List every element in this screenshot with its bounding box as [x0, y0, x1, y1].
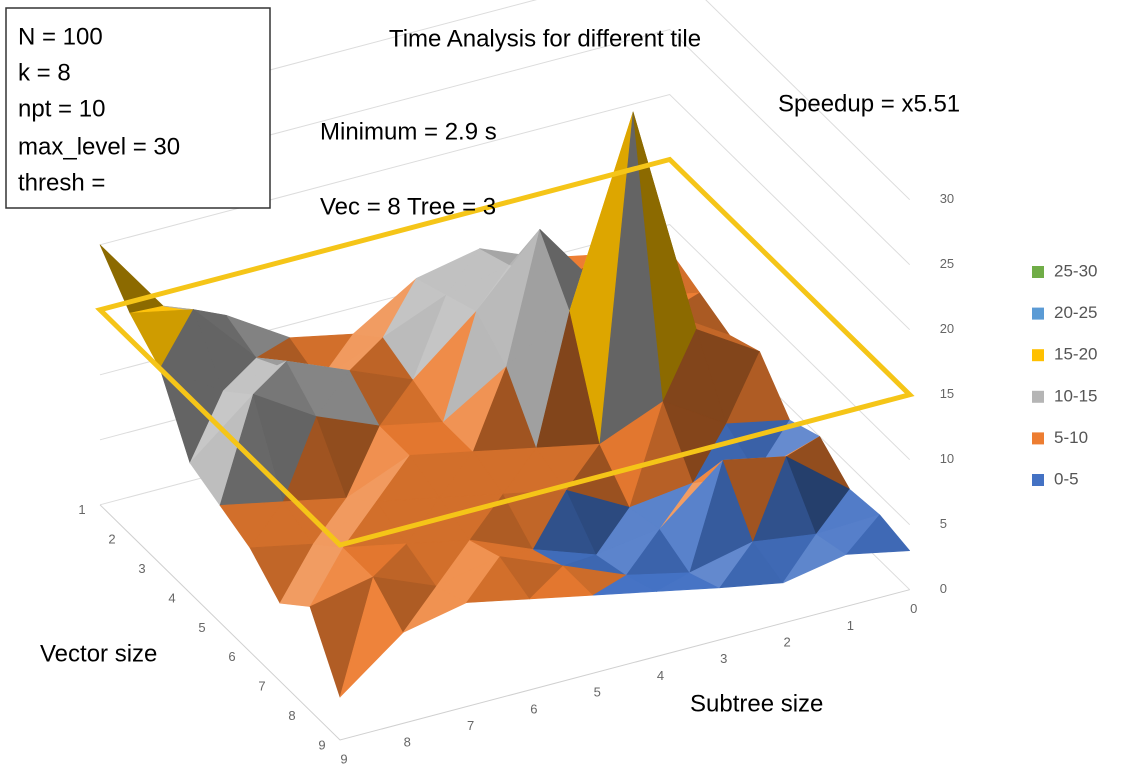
- chart-title: Time Analysis for different tile: [389, 25, 701, 52]
- x-tick-label: 6: [228, 649, 235, 664]
- surface-facet: [846, 514, 911, 555]
- legend-swatch: [1032, 349, 1044, 362]
- y-tick-label: 0: [910, 601, 917, 616]
- info-line: npt = 10: [18, 95, 105, 122]
- x-tick-label: 1: [78, 502, 85, 517]
- x-tick-label: 3: [138, 561, 145, 576]
- grid-line: [99, 0, 911, 201]
- x-tick-label: 5: [198, 620, 205, 635]
- legend-swatch: [1032, 474, 1044, 486]
- surface: [99, 111, 911, 698]
- legend-label: 10-15: [1054, 386, 1097, 405]
- z-tick-label: 25: [940, 256, 954, 271]
- legend-label: 20-25: [1054, 303, 1097, 322]
- info-line: k = 8: [18, 59, 71, 86]
- grid-line: [99, 28, 911, 266]
- x-axis-title: Vector size: [40, 640, 157, 667]
- x-tick-label: 4: [168, 590, 175, 605]
- legend-label: 5-10: [1054, 428, 1088, 447]
- legend-swatch: [1032, 266, 1044, 278]
- legend-label: 0-5: [1054, 469, 1079, 488]
- x-tick-label: 9: [318, 737, 325, 752]
- info-line: thresh =: [18, 169, 105, 196]
- legend-label: 15-20: [1054, 345, 1097, 364]
- y-tick-label: 4: [657, 668, 664, 683]
- y-tick-label: 6: [530, 701, 537, 716]
- y-tick-label: 9: [340, 751, 347, 766]
- y-tick-label: 2: [783, 635, 790, 650]
- x-tick-label: 2: [108, 532, 115, 547]
- legend-swatch: [1032, 390, 1044, 403]
- info-box: [5, 7, 271, 209]
- y-tick-label: 7: [467, 718, 474, 733]
- legend-swatch: [1032, 307, 1044, 320]
- y-tick-label: 3: [720, 651, 727, 666]
- z-tick-label: 15: [940, 386, 954, 401]
- y-axis-title: Subtree size: [690, 690, 823, 717]
- z-tick-label: 30: [940, 191, 954, 206]
- y-tick-label: 8: [404, 735, 411, 750]
- annotation: Minimum = 2.9 s: [320, 118, 497, 145]
- y-tick-label: 1: [847, 618, 854, 633]
- legend-label: 25-30: [1054, 261, 1097, 280]
- info-line: max_level = 30: [18, 133, 180, 160]
- z-tick-label: 20: [940, 321, 954, 336]
- grid-line: [99, 223, 911, 461]
- y-tick-label: 5: [594, 685, 601, 700]
- info-line: N = 100: [18, 23, 103, 50]
- annotation: Vec = 8 Tree = 3: [320, 193, 496, 220]
- z-tick-label: 0: [940, 581, 947, 596]
- legend-swatch: [1032, 432, 1044, 445]
- annotation: Speedup = x5.51: [778, 90, 960, 117]
- threshold-plane: [95, 156, 915, 548]
- floor-edge: [99, 504, 910, 741]
- overlay: 0-5 5-10 10-15 15-20 20-25 25-30: [95, 156, 1097, 548]
- grid-line: [99, 93, 911, 331]
- x-tick-label: 8: [288, 708, 295, 723]
- z-tick-label: 5: [940, 516, 947, 531]
- z-tick-label: 10: [940, 451, 954, 466]
- x-tick-label: 7: [258, 679, 265, 694]
